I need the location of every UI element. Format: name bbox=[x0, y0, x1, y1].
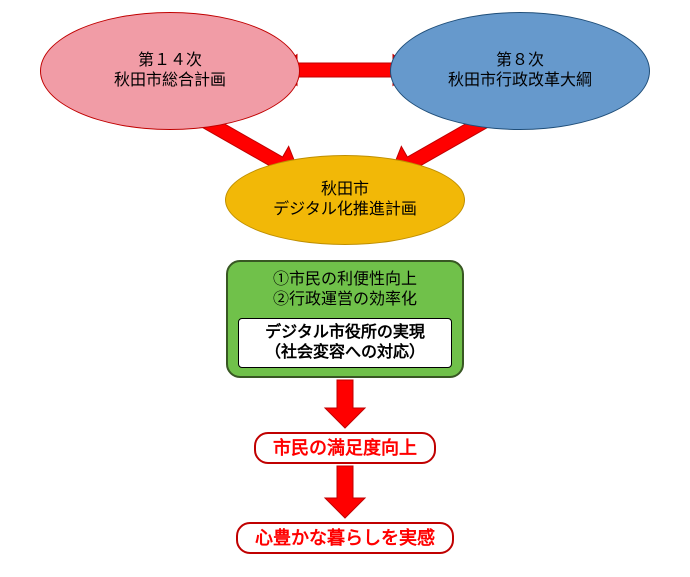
node-greenbox-inner: デジタル市役所の実現 （社会変容への対応） bbox=[238, 318, 452, 368]
node-greenbox-label: ①市民の利便性向上 ②行政運営の効率化 bbox=[273, 270, 417, 310]
arrow-down-1 bbox=[325, 380, 365, 428]
node-goal: 心豊かな暮らしを実感 bbox=[236, 522, 454, 554]
arrow-down-2 bbox=[325, 466, 365, 518]
node-goal-label: 心豊かな暮らしを実感 bbox=[255, 527, 435, 550]
node-center: 秋田市 デジタル化推進計画 bbox=[225, 155, 465, 245]
node-center-label: 秋田市 デジタル化推進計画 bbox=[273, 180, 417, 220]
node-right: 第８次 秋田市行政改革大綱 bbox=[390, 12, 650, 130]
node-greenbox-inner-label: デジタル市役所の実現 （社会変容への対応） bbox=[265, 323, 425, 363]
node-satisfaction: 市民の満足度向上 bbox=[254, 432, 436, 464]
node-left-label: 第１４次 秋田市総合計画 bbox=[114, 51, 226, 91]
node-right-label: 第８次 秋田市行政改革大綱 bbox=[448, 51, 592, 91]
node-left: 第１４次 秋田市総合計画 bbox=[40, 12, 300, 130]
node-satisfaction-label: 市民の満足度向上 bbox=[273, 437, 417, 460]
